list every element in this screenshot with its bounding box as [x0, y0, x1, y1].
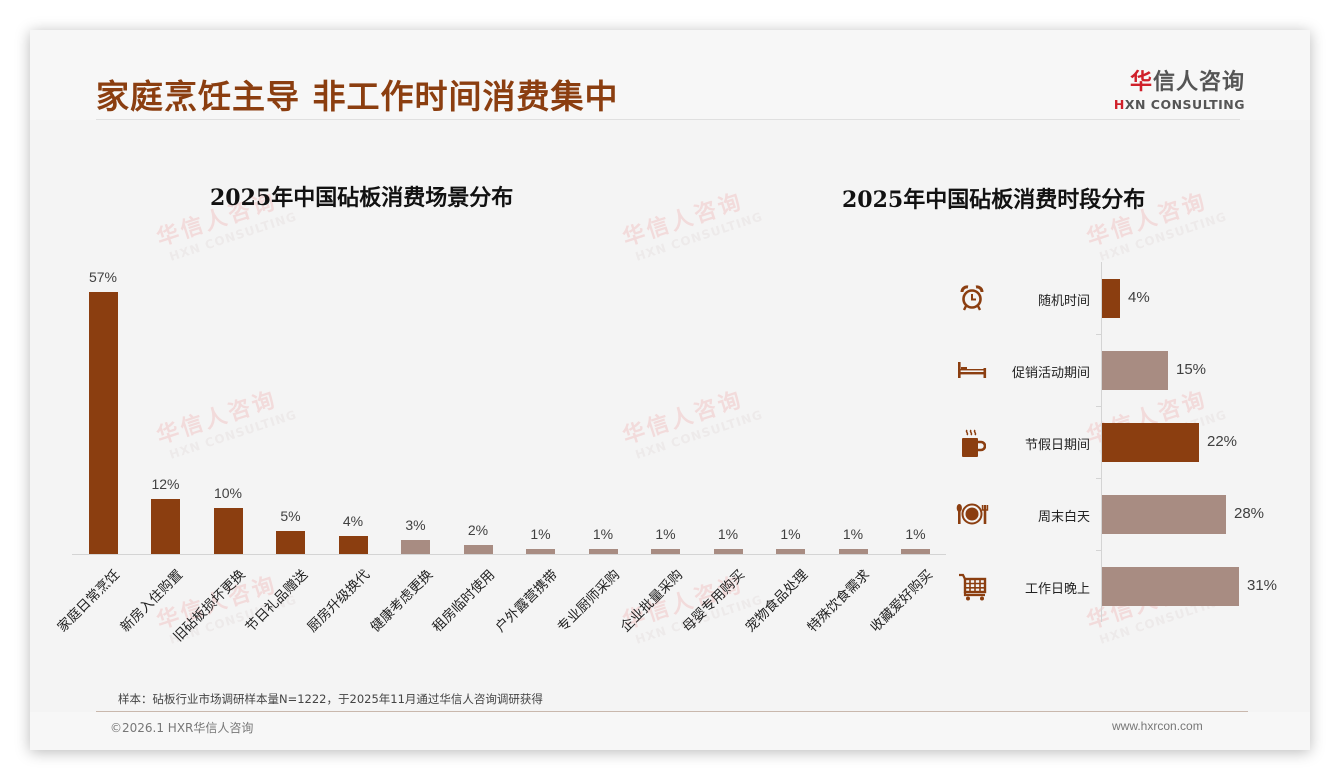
bar-10 — [651, 549, 680, 554]
period-bar-3 — [1102, 423, 1199, 462]
bar-5 — [338, 536, 368, 554]
header-band — [30, 30, 1310, 120]
category-label: 健康考虑更换 — [367, 566, 436, 636]
bar-14 — [901, 549, 930, 554]
bar-value-label: 1% — [905, 526, 926, 542]
period-label: 促销活动期间 — [1011, 366, 1090, 381]
bar-3 — [213, 508, 243, 554]
bar-value-label: 1% — [592, 526, 614, 542]
y-axis-tick — [1096, 334, 1101, 335]
hot-mug-icon — [958, 428, 987, 457]
bar-11 — [713, 549, 743, 554]
alarm-clock-icon — [958, 284, 986, 312]
bar-value-label: 57% — [88, 269, 118, 285]
period-bar-1 — [1102, 279, 1120, 318]
logo-cn-text: 信人咨询 — [1152, 70, 1245, 95]
slide-card: 家庭烹饪主导 非工作时间消费集中 华信人咨询 HXN CONSULTING 华信… — [30, 30, 1310, 750]
logo-accent-char: 华 — [1129, 70, 1153, 95]
company-logo: 华信人咨询 HXN CONSULTING — [1110, 64, 1245, 112]
period-bar-2 — [1102, 351, 1168, 390]
period-chart-title: 2025年中国砧板消费时段分布 — [842, 187, 1146, 213]
bar-13 — [838, 549, 868, 554]
period-bar-value: 22% — [1207, 433, 1238, 450]
category-label: 户外露营携带 — [492, 566, 561, 636]
bar-value-label: 1% — [655, 526, 676, 542]
website-link[interactable]: www.hxrcon.com — [1112, 719, 1203, 733]
footer-band — [30, 712, 1310, 750]
page-title: 家庭烹饪主导 非工作时间消费集中 — [96, 77, 619, 116]
y-axis-tick — [1096, 406, 1101, 407]
bar-value-label: 3% — [405, 517, 426, 533]
bar-value-label: 1% — [842, 526, 864, 542]
x-axis-line — [72, 554, 946, 555]
period-bar-4 — [1102, 495, 1226, 534]
bar-9 — [588, 549, 618, 554]
logo-en: HXN CONSULTING — [1110, 97, 1245, 112]
period-label: 随机时间 — [1037, 294, 1090, 309]
bar-value-label: 5% — [280, 508, 301, 524]
period-label: 周末白天 — [1037, 510, 1090, 525]
period-bar-value: 4% — [1128, 289, 1150, 306]
category-label: 家庭日常烹饪 — [54, 566, 124, 636]
bed-icon — [956, 356, 987, 384]
logo-en-text: XN CONSULTING — [1124, 97, 1245, 112]
scene-bar-chart: 57% 家庭日常烹饪 12% 新房入住购置 10% 旧砧板损坏更换 5% 节日礼品赠送 4% 厨房… — [30, 30, 1310, 750]
copyright-text: ©2026.1 HXR华信人咨询 — [110, 721, 254, 735]
bar-value-label: 10% — [213, 485, 243, 501]
bar-2 — [151, 499, 180, 554]
y-axis-tick — [1096, 550, 1101, 551]
period-bar-5 — [1102, 567, 1239, 606]
logo-en-accent: H — [1113, 97, 1125, 112]
bar-4 — [276, 531, 305, 554]
category-label: 节日礼品赠送 — [242, 566, 311, 636]
category-label: 企业批量采购 — [617, 566, 686, 636]
bar-6 — [401, 540, 430, 554]
sample-note: 样本：砧板行业市场调研样本量N=1222，于2025年11月通过华信人咨询调研获… — [118, 692, 543, 706]
bar-value-label: 1% — [717, 526, 739, 542]
header-divider — [96, 119, 1240, 120]
period-label: 工作日晚上 — [1024, 582, 1090, 597]
category-label: 特殊饮食需求 — [804, 566, 874, 636]
bar-value-label: 1% — [780, 526, 801, 542]
period-bar-value: 15% — [1176, 361, 1207, 378]
category-label: 厨房升级换代 — [304, 566, 374, 636]
period-bar-value: 28% — [1234, 505, 1265, 522]
category-label: 收藏爱好购买 — [867, 566, 936, 636]
footer-divider — [96, 711, 1248, 712]
bar-value-label: 4% — [342, 513, 364, 529]
y-axis-line — [1101, 262, 1102, 622]
period-bar-value: 31% — [1247, 577, 1278, 594]
y-axis-tick — [1096, 478, 1101, 479]
logo-cn: 华信人咨询 — [1110, 64, 1245, 96]
bar-1 — [88, 292, 118, 554]
category-label: 专业厨师采购 — [554, 566, 624, 636]
category-label: 母婴专用购买 — [679, 566, 749, 636]
category-label: 宠物食品处理 — [742, 566, 811, 636]
bar-value-label: 2% — [467, 522, 489, 538]
scene-chart-title: 2025年中国砧板消费场景分布 — [210, 185, 514, 211]
category-label: 租房临时使用 — [429, 566, 499, 636]
bar-8 — [526, 549, 555, 554]
period-label: 节假日期间 — [1024, 438, 1090, 453]
bar-7 — [463, 545, 493, 554]
shopping-cart-icon — [958, 572, 987, 601]
plate-cutlery-icon — [955, 500, 989, 528]
bar-12 — [776, 549, 805, 554]
bar-value-label: 12% — [151, 476, 180, 492]
bar-value-label: 1% — [530, 526, 551, 542]
